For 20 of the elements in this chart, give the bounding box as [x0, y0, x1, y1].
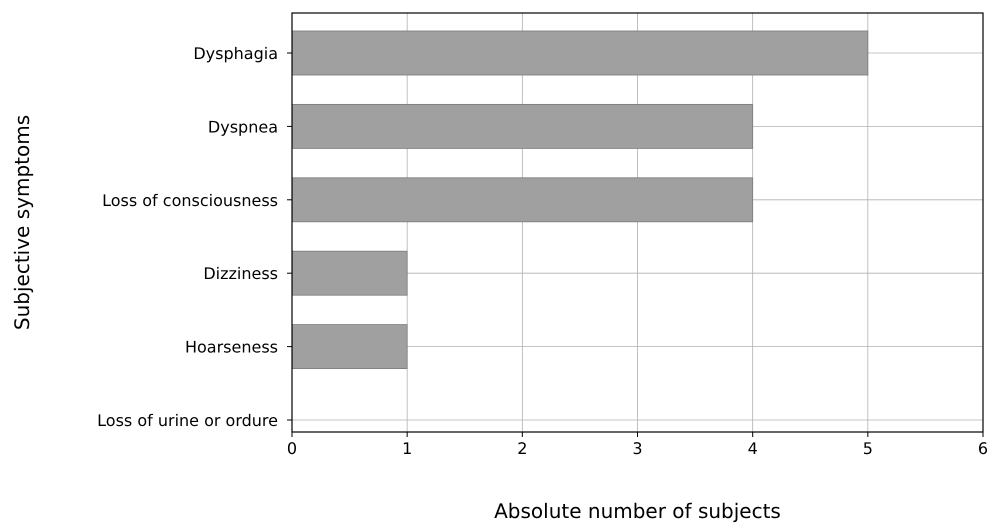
x-axis-title: Absolute number of subjects	[494, 499, 781, 523]
y-tick-label: Loss of urine or ordure	[97, 411, 278, 430]
bar	[292, 30, 868, 76]
bar	[292, 104, 754, 149]
y-tick-label: Hoarseness	[184, 338, 278, 357]
x-tick-label: 2	[517, 439, 528, 458]
y-axis-title: Subjective symptoms	[10, 114, 34, 330]
bar	[292, 324, 408, 370]
x-tick-label: 3	[632, 439, 643, 458]
bar	[292, 177, 754, 222]
y-tick-label: Loss of consciousness	[102, 190, 278, 210]
y-tick-label: Dysphagia	[193, 44, 278, 63]
x-tick-label: 5	[862, 439, 873, 458]
y-tick-label: Dizziness	[203, 264, 278, 284]
x-tick-label: 0	[286, 439, 298, 458]
x-tick-label: 4	[748, 439, 758, 458]
bar	[292, 250, 408, 296]
x-tick-label: 1	[402, 439, 412, 458]
x-tick-label: 6	[978, 439, 988, 458]
y-tick-label: Dyspnea	[208, 117, 278, 136]
